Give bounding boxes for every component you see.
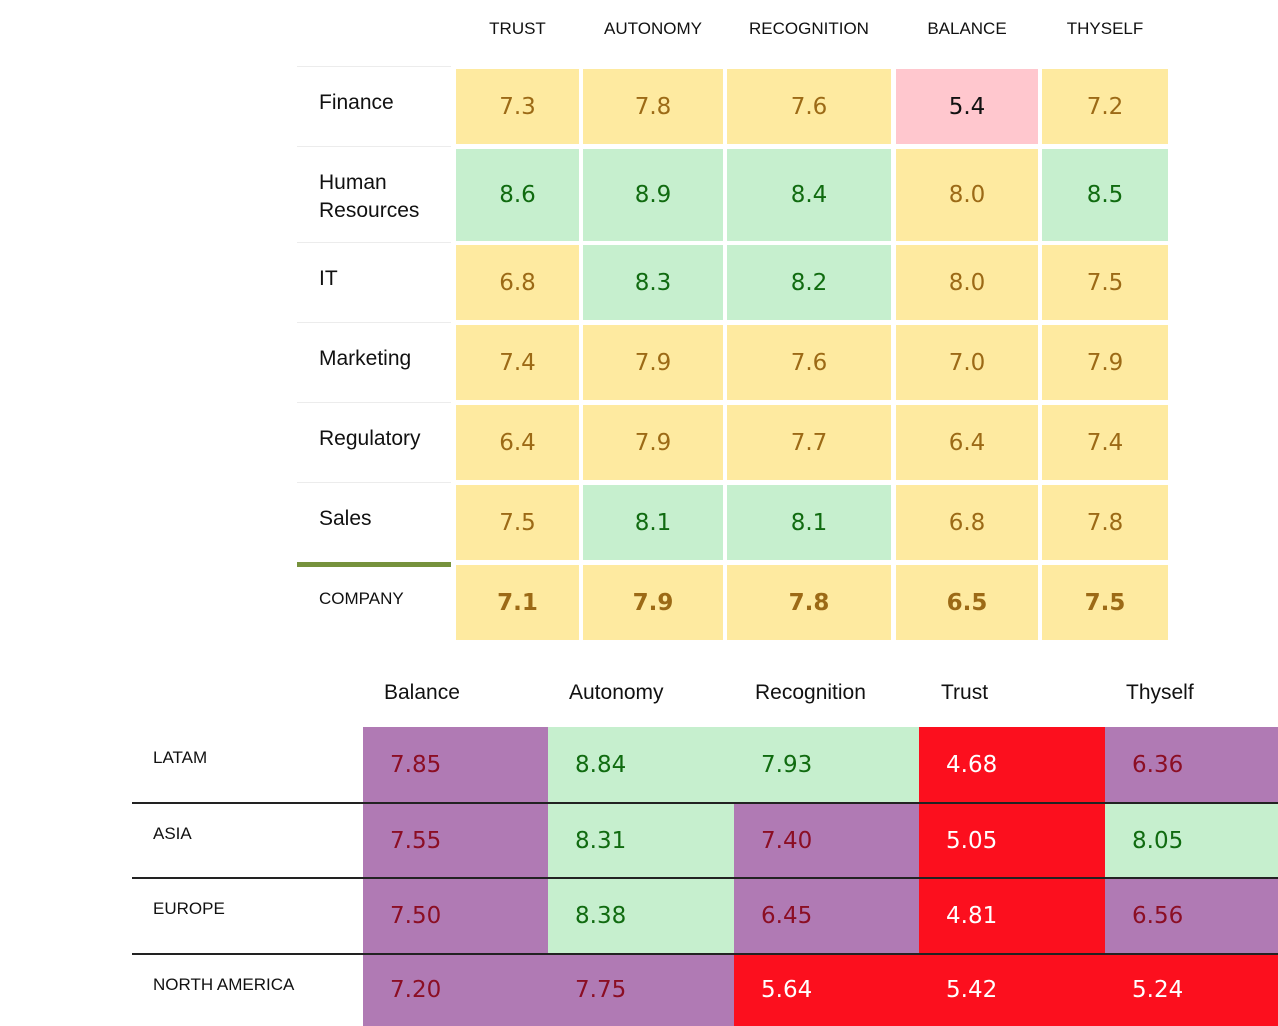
row-label-finance: Finance	[297, 66, 451, 144]
region-score-cell: 6.36	[1105, 727, 1278, 803]
score-cell: 7.5	[456, 485, 579, 560]
row-label-sales: Sales	[297, 482, 451, 560]
score-cell: 7.8	[583, 69, 723, 144]
row-label-it: IT	[297, 242, 451, 320]
region-label-latam: LATAM	[153, 748, 208, 767]
region-score-cell: 8.38	[548, 878, 734, 954]
row-label-regulatory: Regulatory	[297, 402, 451, 480]
region-label-europe: EUROPE	[153, 899, 225, 918]
score-cell: 7.5	[1042, 565, 1168, 640]
score-cell: 7.8	[1042, 485, 1168, 560]
region-score-cell: 5.64	[734, 954, 919, 1026]
score-cell: 7.0	[896, 325, 1038, 400]
region-score-cell: 6.56	[1105, 878, 1278, 954]
row-divider	[132, 953, 1278, 955]
score-cell: 8.0	[896, 245, 1038, 320]
region-label-north-america: NORTH AMERICA	[153, 975, 295, 994]
score-cell: 7.9	[583, 405, 723, 480]
score-cell: 7.7	[727, 405, 891, 480]
region-score-cell: 4.68	[919, 727, 1105, 803]
region-column-header-recognition: Recognition	[755, 681, 866, 704]
score-cell: 7.5	[1042, 245, 1168, 320]
region-score-cell: 7.55	[363, 803, 548, 878]
region-score-cell: 6.45	[734, 878, 919, 954]
score-cell: 7.9	[583, 325, 723, 400]
score-cell: 7.3	[456, 69, 579, 144]
score-cell: 8.4	[727, 149, 891, 241]
region-score-cell: 7.75	[548, 954, 734, 1026]
region-score-cell: 7.20	[363, 954, 548, 1026]
region-score-cell: 7.93	[734, 727, 919, 803]
region-score-cell: 5.42	[919, 954, 1105, 1026]
row-label-company: COMPANY	[297, 562, 451, 640]
column-header-trust: TRUST	[489, 19, 546, 38]
score-cell: 8.0	[896, 149, 1038, 241]
region-column-header-trust: Trust	[941, 681, 989, 704]
score-cell: 8.1	[583, 485, 723, 560]
score-cell: 6.4	[456, 405, 579, 480]
column-header-thyself: THYSELF	[1066, 19, 1144, 38]
score-cell: 6.8	[896, 485, 1038, 560]
score-cell: 7.1	[456, 565, 579, 640]
column-header-autonomy: AUTONOMY	[604, 19, 702, 38]
row-label-human-resources: Human Resources	[297, 146, 451, 241]
region-score-cell: 7.50	[363, 878, 548, 954]
row-divider	[132, 877, 1278, 879]
region-score-cell: 7.40	[734, 803, 919, 878]
score-cell: 8.9	[583, 149, 723, 241]
score-cell: 7.2	[1042, 69, 1168, 144]
region-score-cell: 8.31	[548, 803, 734, 878]
score-cell: 7.9	[583, 565, 723, 640]
region-column-header-thyself: Thyself	[1126, 681, 1194, 704]
score-cell: 7.4	[1042, 405, 1168, 480]
row-label-marketing: Marketing	[297, 322, 451, 400]
region-score-cell: 5.24	[1105, 954, 1278, 1026]
region-column-header-balance: Balance	[384, 681, 460, 704]
score-cell: 7.8	[727, 565, 891, 640]
department-scores-table: TRUST AUTONOMY RECOGNITION BALANCE THYSELF Fi…	[297, 19, 1168, 640]
region-score-cell: 8.84	[548, 727, 734, 803]
score-cell: 6.5	[896, 565, 1038, 640]
score-cell: 7.9	[1042, 325, 1168, 400]
score-cell: 8.1	[727, 485, 891, 560]
score-cell: 8.5	[1042, 149, 1168, 241]
region-score-cell: 5.05	[919, 803, 1105, 878]
score-cell: 7.4	[456, 325, 579, 400]
region-score-cell: 8.05	[1105, 803, 1278, 878]
column-header-balance: BALANCE	[927, 19, 1007, 38]
region-score-cell: 4.81	[919, 878, 1105, 954]
score-cell: 8.3	[583, 245, 723, 320]
score-cell: 6.8	[456, 245, 579, 320]
score-cell: 7.6	[727, 69, 891, 144]
region-column-header-autonomy: Autonomy	[569, 681, 664, 704]
region-scores-table: Balance Autonomy Recognition Trust Thyself 7.…	[0, 650, 1278, 1026]
score-cell: 7.6	[727, 325, 891, 400]
region-score-cell: 7.85	[363, 727, 548, 803]
score-cell: 6.4	[896, 405, 1038, 480]
region-label-asia: ASIA	[153, 824, 192, 843]
score-cell: 8.6	[456, 149, 579, 241]
score-cell: 8.2	[727, 245, 891, 320]
row-divider	[132, 802, 1278, 804]
score-cell: 5.4	[896, 69, 1038, 144]
column-header-recognition: RECOGNITION	[749, 19, 869, 38]
